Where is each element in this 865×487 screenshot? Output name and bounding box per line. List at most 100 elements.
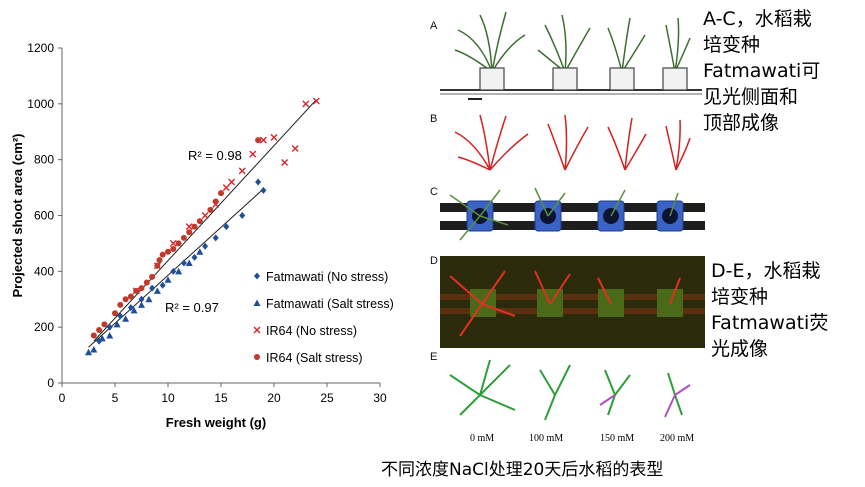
note-line: 顶部成像 bbox=[703, 112, 780, 134]
data-point bbox=[96, 326, 103, 333]
data-point bbox=[164, 276, 172, 283]
data-point bbox=[145, 295, 153, 303]
x-tick-label: 15 bbox=[214, 391, 228, 405]
data-point bbox=[185, 259, 193, 266]
data-point bbox=[281, 158, 289, 166]
regression-line bbox=[88, 188, 264, 348]
x-tick-label: 30 bbox=[373, 391, 387, 405]
concentration-label: 0 mM bbox=[470, 433, 495, 444]
regression-line bbox=[93, 99, 317, 342]
note-line: 光成像 bbox=[711, 338, 769, 360]
legend-label: IR64 (No stress) bbox=[266, 324, 357, 338]
legend-marker bbox=[253, 326, 261, 334]
data-point bbox=[202, 242, 209, 250]
panel-label-d: D bbox=[430, 255, 438, 267]
data-point bbox=[90, 346, 98, 353]
x-tick-label: 5 bbox=[112, 391, 119, 405]
y-tick-label: 400 bbox=[34, 264, 54, 278]
x-tick-label: 0 bbox=[59, 391, 66, 405]
note-line: 见光侧面和 bbox=[703, 86, 799, 108]
panel-d-fluorescence bbox=[440, 256, 705, 348]
data-point bbox=[149, 273, 156, 280]
data-point bbox=[180, 259, 187, 267]
data-point bbox=[122, 296, 129, 303]
data-point bbox=[185, 223, 193, 231]
figure-caption: 不同浓度NaCl处理20天后水稻的表型 bbox=[381, 460, 664, 480]
data-point bbox=[130, 306, 138, 314]
panel-label-c: C bbox=[430, 186, 438, 198]
panel-c-top-view bbox=[440, 187, 705, 241]
panel-label-e: E bbox=[430, 351, 438, 363]
legend-label: Fatmawati (Salt stress) bbox=[266, 297, 394, 311]
data-point bbox=[138, 285, 145, 292]
data-point bbox=[212, 234, 219, 242]
x-axis-label: Fresh weight (g) bbox=[166, 415, 266, 430]
concentration-label: 100 mM bbox=[529, 433, 564, 444]
data-point bbox=[117, 312, 124, 320]
panel-label-a: A bbox=[430, 20, 438, 32]
data-point bbox=[156, 257, 163, 264]
data-point bbox=[138, 295, 145, 303]
data-point bbox=[291, 145, 299, 152]
data-point bbox=[196, 248, 204, 255]
data-point bbox=[255, 137, 262, 144]
legend-label: Fatmawati (No stress) bbox=[266, 270, 388, 284]
data-point bbox=[122, 315, 130, 322]
data-point bbox=[218, 190, 224, 197]
data-point bbox=[85, 348, 92, 356]
data-point bbox=[165, 248, 171, 255]
scatter-chart: 0 200 400 600 800 1000 1200 0 5 10 15 20 25 30 Fresh w… bbox=[10, 41, 394, 430]
data-point bbox=[112, 310, 118, 317]
y-tick-label: 0 bbox=[47, 376, 54, 390]
legend-marker bbox=[254, 354, 260, 360]
data-point bbox=[223, 223, 230, 231]
y-tick-label: 1200 bbox=[27, 41, 54, 55]
visible-imaging-note: A-C，水稻栽 培变种 Fatmawati可 见光侧面和 顶部成像 bbox=[703, 6, 820, 136]
note-line: A-C，水稻栽 bbox=[703, 8, 812, 30]
y-tick-label: 600 bbox=[34, 209, 54, 223]
data-point bbox=[228, 178, 236, 186]
data-point bbox=[154, 262, 161, 269]
data-point bbox=[249, 150, 257, 158]
data-point bbox=[98, 334, 106, 342]
data-point bbox=[312, 97, 320, 105]
data-point bbox=[191, 253, 198, 261]
data-point bbox=[149, 284, 156, 292]
data-point bbox=[259, 136, 267, 144]
y-tick-label: 1000 bbox=[27, 97, 54, 111]
data-point bbox=[255, 178, 262, 186]
r-squared-label: R² = 0.98 bbox=[188, 148, 242, 163]
data-point bbox=[170, 246, 177, 252]
data-point bbox=[143, 279, 150, 286]
note-line: Fatmawati荧 bbox=[711, 312, 829, 334]
data-point bbox=[186, 229, 193, 236]
data-point bbox=[201, 212, 209, 219]
data-point bbox=[153, 287, 161, 294]
x-tick-label: 25 bbox=[320, 391, 334, 405]
y-axis-label: Projected shoot area (cm²) bbox=[10, 134, 25, 298]
data-point bbox=[175, 240, 182, 247]
data-point bbox=[191, 223, 198, 230]
data-point bbox=[159, 281, 166, 289]
data-point bbox=[138, 301, 145, 308]
y-tick-label: 800 bbox=[34, 153, 54, 167]
fluorescence-imaging-note: D-E，水稻栽 培变种 Fatmawati荧 光成像 bbox=[711, 258, 828, 362]
data-point bbox=[222, 184, 230, 192]
data-point bbox=[207, 206, 214, 213]
panel-a-side-view bbox=[440, 10, 702, 102]
panel-b-red-view bbox=[454, 114, 691, 171]
data-point bbox=[106, 323, 113, 331]
data-point bbox=[302, 100, 310, 108]
note-line: 培变种 bbox=[711, 286, 769, 308]
panel-label-b: B bbox=[430, 113, 438, 125]
data-point bbox=[239, 212, 246, 219]
data-point bbox=[270, 133, 278, 141]
panel-e-green-view bbox=[449, 359, 691, 421]
data-point bbox=[238, 167, 246, 175]
data-point bbox=[169, 239, 177, 247]
data-point bbox=[133, 287, 140, 294]
concentration-label: 150 mM bbox=[600, 433, 635, 444]
data-point bbox=[159, 251, 166, 258]
r-squared-label: R² = 0.97 bbox=[165, 300, 219, 315]
data-point bbox=[106, 332, 114, 339]
